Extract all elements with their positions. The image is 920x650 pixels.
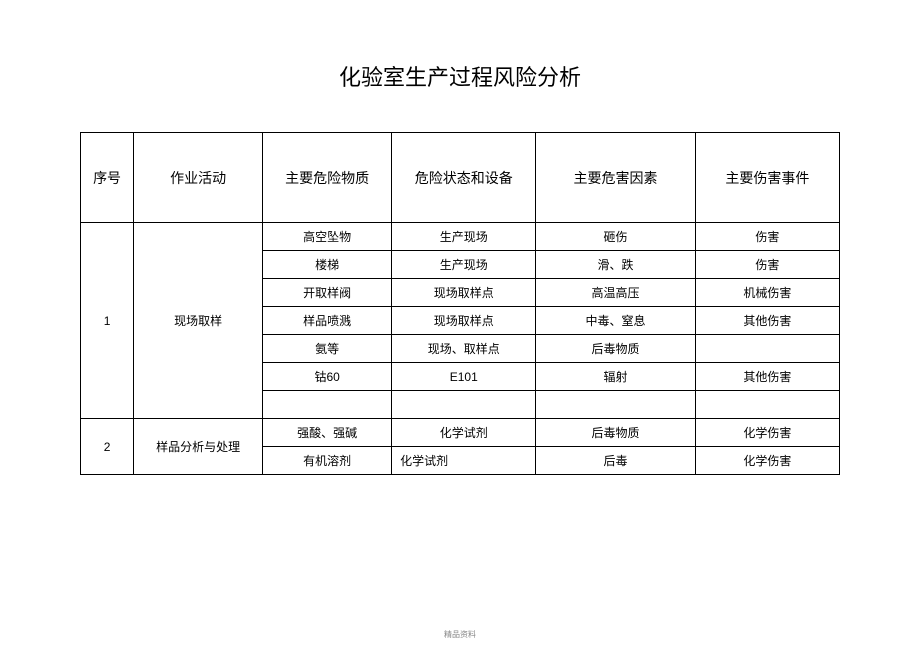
header-substance: 主要危险物质 (263, 133, 392, 223)
cell-factor: 后毒物质 (536, 419, 695, 447)
cell-injury (695, 335, 839, 363)
cell-substance: 氨等 (263, 335, 392, 363)
table-header-row: 序号 作业活动 主要危险物质 危险状态和设备 主要危害因素 主要伤害事件 (81, 133, 840, 223)
cell-status: 现场、取样点 (392, 335, 536, 363)
header-index: 序号 (81, 133, 134, 223)
cell-factor: 滑、跌 (536, 251, 695, 279)
cell-activity: 现场取样 (134, 223, 263, 419)
cell-factor (536, 391, 695, 419)
cell-factor: 砸伤 (536, 223, 695, 251)
cell-index: 2 (81, 419, 134, 475)
cell-status: 现场取样点 (392, 307, 536, 335)
header-factor: 主要危害因素 (536, 133, 695, 223)
cell-status: 化学试剂 (392, 419, 536, 447)
cell-factor: 高温高压 (536, 279, 695, 307)
cell-substance (263, 391, 392, 419)
cell-status: E101 (392, 363, 536, 391)
header-status: 危险状态和设备 (392, 133, 536, 223)
cell-injury (695, 391, 839, 419)
header-activity: 作业活动 (134, 133, 263, 223)
cell-injury: 伤害 (695, 251, 839, 279)
cell-substance: 强酸、强碱 (263, 419, 392, 447)
cell-injury: 其他伤害 (695, 363, 839, 391)
cell-status: 化学试剂 (392, 447, 536, 475)
cell-factor: 中毒、窒息 (536, 307, 695, 335)
cell-substance: 开取样阀 (263, 279, 392, 307)
cell-status (392, 391, 536, 419)
cell-injury: 化学伤害 (695, 447, 839, 475)
cell-injury: 伤害 (695, 223, 839, 251)
cell-status: 生产现场 (392, 251, 536, 279)
cell-substance: 样品喷溅 (263, 307, 392, 335)
footer-text: 精品资料 (0, 629, 920, 640)
page-title: 化验室生产过程风险分析 (80, 60, 840, 92)
cell-injury: 其他伤害 (695, 307, 839, 335)
cell-factor: 后毒 (536, 447, 695, 475)
cell-factor: 辐射 (536, 363, 695, 391)
cell-substance: 钴60 (263, 363, 392, 391)
table-row: 1 现场取样 高空坠物 生产现场 砸伤 伤害 (81, 223, 840, 251)
cell-substance: 有机溶剂 (263, 447, 392, 475)
cell-injury: 化学伤害 (695, 419, 839, 447)
risk-analysis-table: 序号 作业活动 主要危险物质 危险状态和设备 主要危害因素 主要伤害事件 1 现… (80, 132, 840, 475)
cell-factor: 后毒物质 (536, 335, 695, 363)
cell-activity: 样品分析与处理 (134, 419, 263, 475)
cell-substance: 楼梯 (263, 251, 392, 279)
header-injury: 主要伤害事件 (695, 133, 839, 223)
cell-index: 1 (81, 223, 134, 419)
cell-substance: 高空坠物 (263, 223, 392, 251)
table-row: 2 样品分析与处理 强酸、强碱 化学试剂 后毒物质 化学伤害 (81, 419, 840, 447)
table-body: 1 现场取样 高空坠物 生产现场 砸伤 伤害 楼梯 生产现场 滑、跌 伤害 开取… (81, 223, 840, 475)
cell-injury: 机械伤害 (695, 279, 839, 307)
cell-status: 现场取样点 (392, 279, 536, 307)
cell-status: 生产现场 (392, 223, 536, 251)
